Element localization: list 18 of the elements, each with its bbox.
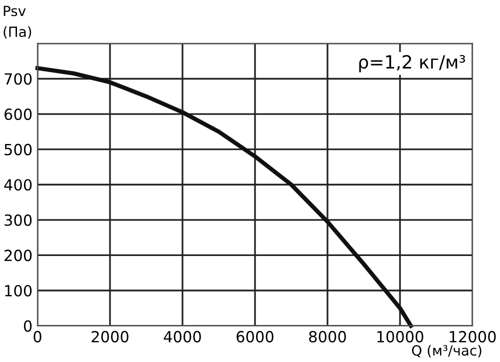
x-tick-label: 2000	[92, 330, 128, 342]
x-tick-label: 8000	[309, 330, 346, 342]
x-tick-label: 4000	[164, 330, 201, 342]
x-axis-title: Q (м³/час)	[412, 344, 482, 358]
x-tick-label: 12000	[450, 330, 496, 342]
x-tick-label: 6000	[236, 330, 274, 342]
y-tick-label: 600	[4, 108, 32, 120]
y-tick-label: 0	[24, 320, 32, 332]
y-tick-label: 500	[4, 144, 32, 156]
y-tick-label: 200	[4, 250, 32, 262]
y-tick-label: 400	[4, 179, 32, 191]
annotation: ρ=1,2 кг/м³	[359, 55, 466, 72]
y-axis-title: Psv (Па)	[4, 6, 32, 39]
x-tick-label: 0	[34, 330, 42, 342]
y-tick-label: 700	[4, 73, 32, 85]
y-tick-label: 100	[5, 284, 32, 297]
y-tick-label: 300	[4, 214, 32, 226]
x-tick-label: 10000	[377, 330, 424, 342]
